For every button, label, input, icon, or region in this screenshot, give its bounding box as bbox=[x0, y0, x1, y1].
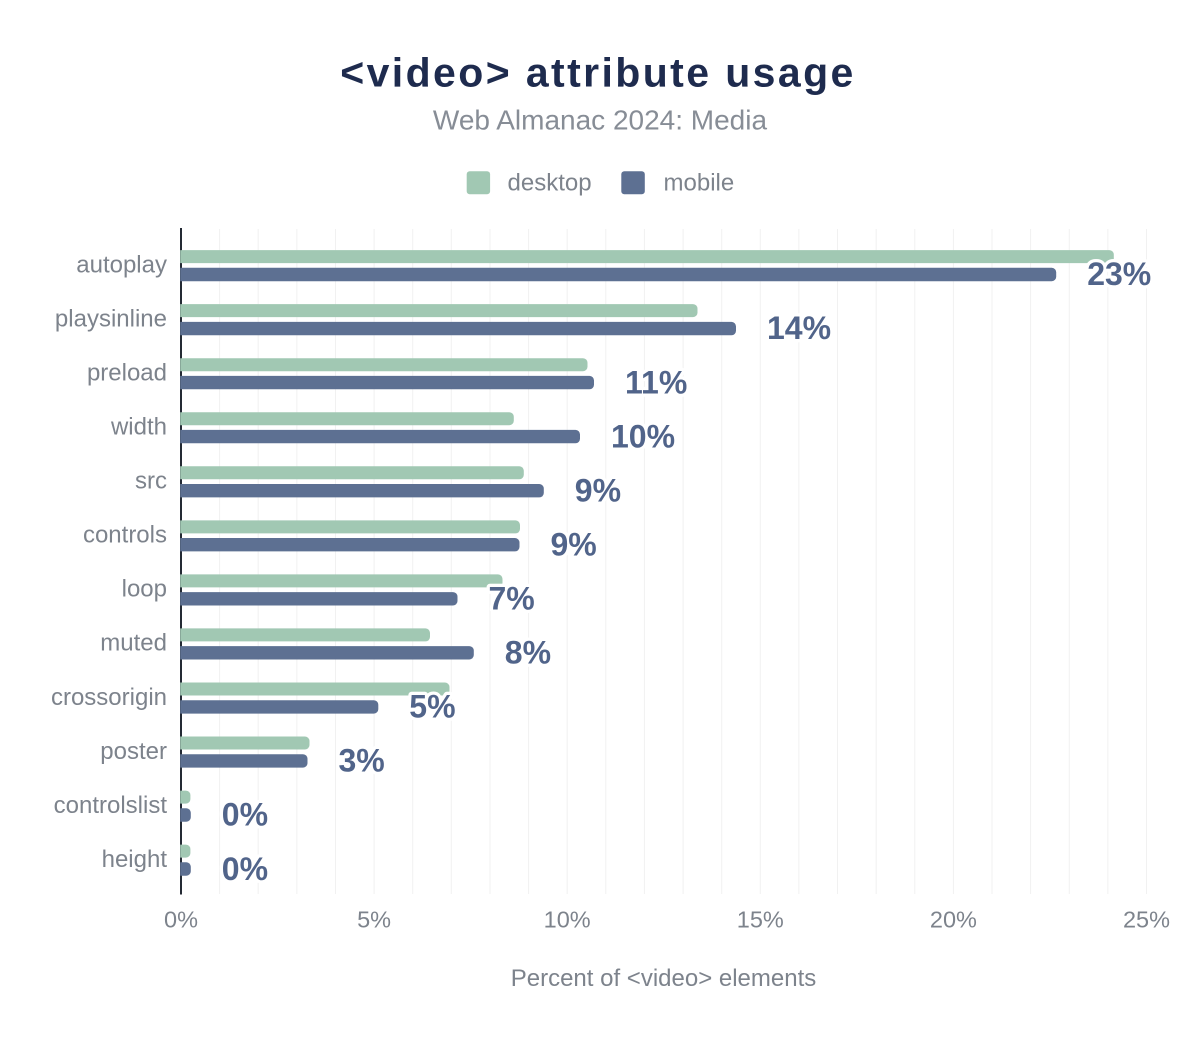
svg-text:25%: 25% bbox=[1123, 907, 1170, 933]
svg-text:Web Almanac 2024: Media: Web Almanac 2024: Media bbox=[433, 104, 768, 135]
svg-text:autoplay: autoplay bbox=[76, 251, 167, 278]
svg-text:height: height bbox=[102, 846, 168, 873]
svg-text:20%: 20% bbox=[930, 907, 977, 933]
svg-text:preload: preload bbox=[87, 359, 167, 386]
svg-text:0%: 0% bbox=[164, 907, 198, 933]
svg-text:mobile: mobile bbox=[664, 170, 735, 197]
svg-text:muted: muted bbox=[100, 630, 167, 657]
svg-text:loop: loop bbox=[122, 576, 167, 603]
svg-text:0%: 0% bbox=[222, 851, 268, 887]
svg-text:controls: controls bbox=[83, 522, 167, 549]
svg-text:3%: 3% bbox=[339, 743, 385, 779]
svg-text:7%: 7% bbox=[489, 581, 535, 617]
svg-text:8%: 8% bbox=[505, 635, 551, 671]
svg-text:5%: 5% bbox=[357, 907, 391, 933]
svg-text:11%: 11% bbox=[625, 364, 687, 400]
svg-text:15%: 15% bbox=[737, 907, 784, 933]
svg-text:poster: poster bbox=[100, 738, 167, 765]
svg-text:9%: 9% bbox=[551, 527, 597, 563]
svg-text:10%: 10% bbox=[611, 418, 675, 454]
svg-text:crossorigin: crossorigin bbox=[51, 684, 167, 711]
svg-text:playsinline: playsinline bbox=[55, 305, 167, 332]
svg-text:width: width bbox=[110, 414, 167, 441]
svg-text:controlslist: controlslist bbox=[54, 792, 168, 819]
svg-text:desktop: desktop bbox=[508, 170, 592, 197]
svg-text:5%: 5% bbox=[409, 689, 455, 725]
svg-text:src: src bbox=[135, 468, 167, 495]
svg-text:14%: 14% bbox=[767, 310, 831, 346]
svg-text:10%: 10% bbox=[544, 907, 591, 933]
svg-text:23%: 23% bbox=[1087, 256, 1151, 292]
svg-text:0%: 0% bbox=[222, 797, 268, 833]
svg-text:<video> attribute usage: <video> attribute usage bbox=[340, 49, 855, 95]
svg-text:9%: 9% bbox=[575, 472, 621, 508]
svg-text:Percent of <video> elements: Percent of <video> elements bbox=[511, 965, 817, 992]
